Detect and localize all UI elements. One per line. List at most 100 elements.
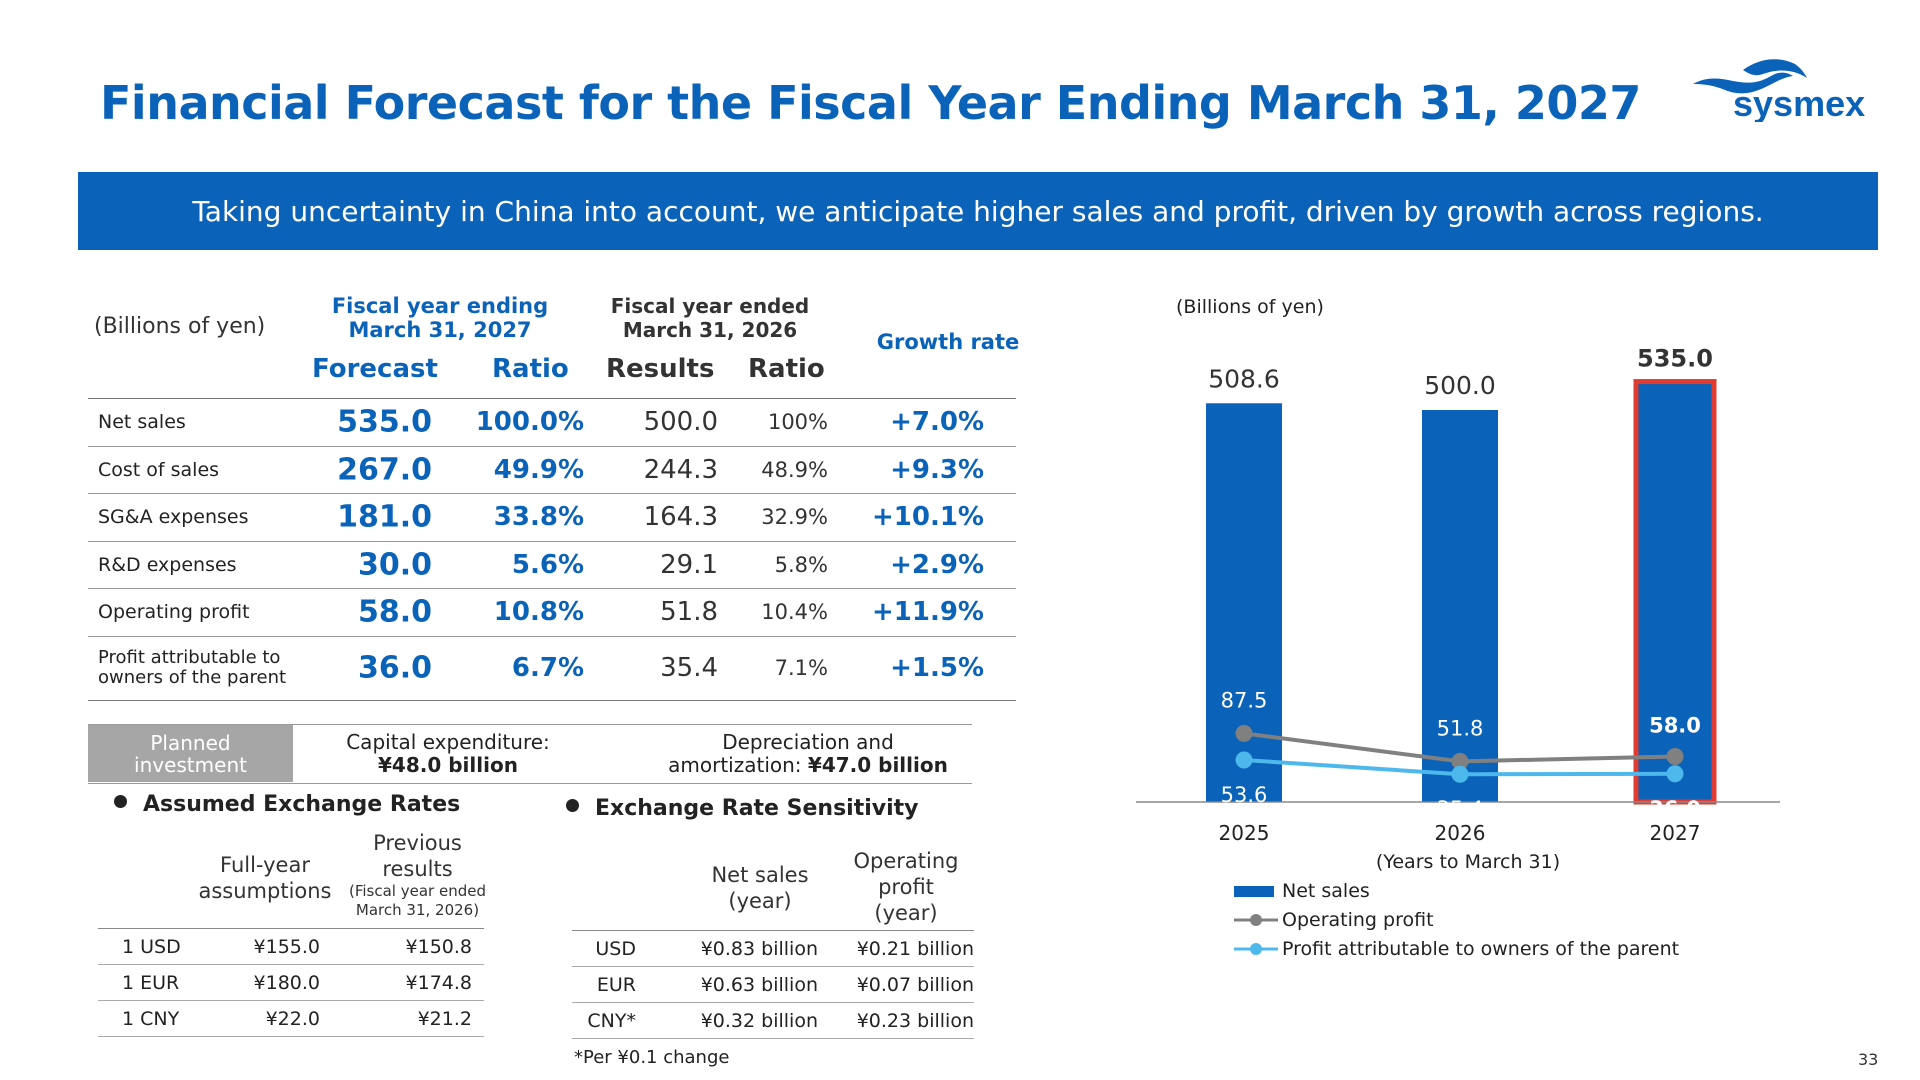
- chart-svg: (Billions of yen) 508.6 500.0 535.0 2025 2026…: [1136, 296, 1780, 873]
- line-point: [1235, 751, 1253, 769]
- forecast-value: 58.0: [357, 594, 432, 630]
- table-row-rnd: R&D expenses 30.0 5.6% 29.1 5.8% +2.9%: [88, 542, 1016, 589]
- sysmex-logo: sysmex: [1693, 59, 1865, 122]
- exchange-rates-table: 1 USD ¥155.0 ¥150.8 1 EUR ¥180.0 ¥174.8 …: [98, 928, 484, 1037]
- row-label: R&D expenses: [98, 553, 237, 576]
- logo-text: sysmex: [1733, 83, 1865, 122]
- results-ratio: 32.9%: [761, 505, 828, 530]
- forecast-value: 181.0: [337, 499, 432, 535]
- table-row-sga: SG&A expenses 181.0 33.8% 164.3 32.9% +1…: [88, 494, 1016, 542]
- results-value: 500.0: [643, 407, 718, 438]
- growth-rate-header: Growth rate: [876, 330, 1020, 354]
- forecast-ratio: 10.8%: [493, 597, 584, 628]
- table-body: Net sales 535.0 100.0% 500.0 100% +7.0% …: [88, 398, 1016, 701]
- line-point: [1235, 724, 1253, 742]
- results-ratio: 5.8%: [774, 552, 828, 577]
- table-row: 1 USD ¥155.0 ¥150.8: [98, 929, 484, 965]
- bar-value-label: 508.6: [1208, 364, 1280, 393]
- forecast-ratio: 100.0%: [475, 407, 584, 438]
- depreciation-info: Depreciation and amortization: ¥47.0 bil…: [668, 730, 948, 777]
- table-row: 1 EUR ¥180.0 ¥174.8: [98, 965, 484, 1001]
- bullet-icon: [114, 795, 127, 808]
- results-ratio: 48.9%: [761, 457, 828, 482]
- legend-bar-icon: [1234, 886, 1274, 897]
- line-value-label: 35.4: [1437, 797, 1484, 821]
- growth-rate: +2.9%: [890, 549, 984, 580]
- growth-rate: +11.9%: [872, 597, 984, 628]
- x-axis-label: (Years to March 31): [1376, 851, 1560, 873]
- results-value: 244.3: [643, 454, 718, 485]
- legend-profit-attributable: Profit attributable to owners of the par…: [1234, 935, 1679, 964]
- sensitivity-table: USD ¥0.83 billion ¥0.21 billion EUR ¥0.6…: [572, 930, 974, 1039]
- full-year-header: Full-year assumptions: [198, 853, 332, 903]
- results-ratio-header: Ratio: [748, 354, 825, 384]
- net-sales-header: Net sales (year): [711, 863, 809, 913]
- forecast-ratio: 49.9%: [493, 454, 584, 485]
- line-value-label: 58.0: [1649, 714, 1701, 738]
- bullet-icon: [566, 799, 579, 812]
- bar-net-sales-2027: [1637, 382, 1713, 802]
- row-label: Net sales: [98, 411, 186, 434]
- x-tick-label: 2026: [1435, 821, 1486, 845]
- planned-investment-label: Planned investment: [88, 725, 293, 782]
- results-value: 35.4: [660, 653, 718, 683]
- planned-investment: Planned investment Capital expenditure: …: [88, 724, 972, 784]
- table-row: 1 CNY ¥22.0 ¥21.2: [98, 1001, 484, 1037]
- capex-info: Capital expenditure: ¥48.0 billion: [346, 730, 550, 777]
- table-row-operating-profit: Operating profit 58.0 10.8% 51.8 10.4% +…: [88, 589, 1016, 637]
- row-label: Operating profit: [98, 601, 250, 624]
- growth-rate: +9.3%: [890, 454, 984, 485]
- forecast-header: Forecast: [312, 354, 438, 384]
- line-value-label: 53.6: [1221, 783, 1268, 807]
- table-row: USD ¥0.83 billion ¥0.21 billion: [572, 931, 974, 967]
- bar-value-label: 535.0: [1637, 345, 1713, 373]
- bar-net-sales-2026: [1422, 410, 1498, 802]
- line-point: [1666, 748, 1684, 766]
- line-point: [1666, 765, 1684, 783]
- line-value-label: 36.0: [1649, 797, 1701, 821]
- results-value: 51.8: [660, 597, 718, 628]
- x-tick-label: 2025: [1219, 821, 1270, 845]
- table-row-cost-of-sales: Cost of sales 267.0 49.9% 244.3 48.9% +9…: [88, 447, 1016, 494]
- legend-line-gray-icon: [1234, 914, 1278, 926]
- chart-legend: Net sales Operating profit Profit attrib…: [1234, 877, 1679, 964]
- row-label: SG&A expenses: [98, 506, 249, 529]
- forecast-ratio: 6.7%: [511, 653, 584, 683]
- bar-net-sales-2025: [1206, 403, 1282, 802]
- legend-operating-profit: Operating profit: [1234, 906, 1679, 935]
- forecast-ratio: 33.8%: [493, 502, 584, 533]
- table-row: EUR ¥0.63 billion ¥0.07 billion: [572, 967, 974, 1003]
- results-value: 164.3: [643, 502, 718, 533]
- page-title: Financial Forecast for the Fiscal Year E…: [100, 76, 1641, 130]
- growth-rate: +7.0%: [890, 407, 984, 438]
- forecast-value: 535.0: [337, 404, 432, 440]
- x-tick-label: 2027: [1650, 821, 1701, 845]
- forecast-value: 267.0: [337, 452, 432, 488]
- results-group-header: Fiscal year ended March 31, 2026: [610, 294, 810, 342]
- line-point: [1451, 765, 1469, 783]
- page-number: 33: [1858, 1050, 1879, 1069]
- growth-rate: +10.1%: [872, 502, 984, 533]
- results-ratio: 100%: [767, 410, 828, 435]
- forecast-value: 30.0: [357, 547, 432, 583]
- row-label: Profit attributable to owners of the par…: [98, 647, 287, 688]
- table-row-profit-attributable: Profit attributable to owners of the par…: [88, 637, 1016, 701]
- legend-net-sales: Net sales: [1234, 877, 1679, 906]
- results-ratio: 7.1%: [774, 656, 828, 680]
- table-unit: (Billions of yen): [94, 314, 266, 339]
- line-point: [1451, 752, 1469, 770]
- sensitivity-note: *Per ¥0.1 change: [574, 1047, 730, 1068]
- table-row: CNY* ¥0.32 billion ¥0.23 billion: [572, 1003, 974, 1039]
- operating-profit-header: Operating profit (year): [853, 849, 959, 925]
- sysmex-wave-icon: [1693, 59, 1807, 94]
- results-ratio: 10.4%: [761, 600, 828, 625]
- results-value: 29.1: [660, 549, 718, 580]
- financial-chart: (Billions of yen) 508.6 500.0 535.0 2025 2026…: [1130, 290, 1790, 990]
- exchange-rates-heading: Assumed Exchange Rates: [114, 792, 460, 817]
- forecast-group-header: Fiscal year ending March 31, 2027: [331, 294, 549, 342]
- results-header: Results: [606, 354, 715, 384]
- forecast-value: 36.0: [357, 650, 432, 686]
- table-row-net-sales: Net sales 535.0 100.0% 500.0 100% +7.0%: [88, 399, 1016, 447]
- chart-unit-label: (Billions of yen): [1176, 296, 1324, 318]
- bar-value-label: 500.0: [1424, 371, 1496, 400]
